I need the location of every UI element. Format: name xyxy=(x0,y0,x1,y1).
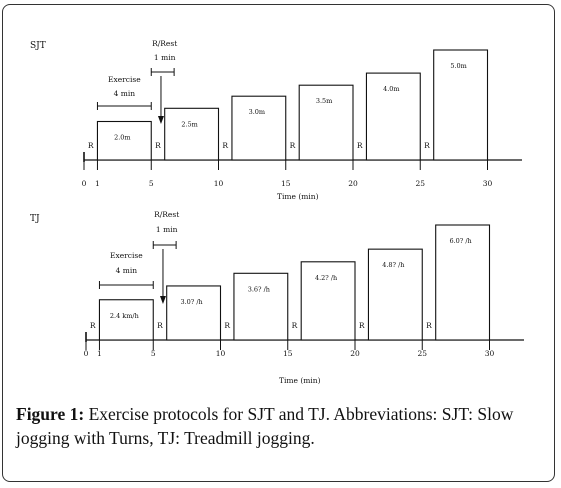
sjt-tick-label: 25 xyxy=(415,179,425,188)
tj-tick-label: 1 xyxy=(97,349,102,358)
tj-tick-label: 5 xyxy=(151,349,156,358)
sjt-tick-label: 30 xyxy=(483,179,493,188)
sjt-bar-label: 2.5m xyxy=(181,120,198,128)
tj-bar-label: 3.0? /h xyxy=(180,298,202,306)
caption-text: Exercise protocols for SJT and TJ. Abbre… xyxy=(16,404,514,448)
tj-tick-label: 10 xyxy=(216,349,226,358)
sjt-exercise-bar xyxy=(433,49,489,161)
sjt-bar-label: 3.0m xyxy=(249,108,266,116)
tj-bar-label: 4.2? /h xyxy=(315,274,337,282)
tj-exercise-label: Exercise xyxy=(110,251,143,260)
sjt-rest-marker: R xyxy=(357,141,363,150)
sjt-rest-marker: R xyxy=(222,141,228,150)
tj-exercise-bar xyxy=(166,285,222,341)
sjt-tick-label: 10 xyxy=(214,179,224,188)
tj-rest-marker: R xyxy=(426,321,432,330)
tj-rest-marker: R xyxy=(359,321,365,330)
tj-rest-duration-label: 1 min xyxy=(156,225,178,234)
tj-bar-label: 6.0? /h xyxy=(449,237,471,245)
tj-exercise-duration-label: 4 min xyxy=(116,266,138,275)
tj-rest-marker: R xyxy=(292,321,298,330)
tj-tick-label: 30 xyxy=(485,349,495,358)
sjt-rest-label: R/Rest xyxy=(152,39,177,48)
tj-bar-label: 3.6? /h xyxy=(248,285,270,293)
sjt-tick-label: 5 xyxy=(149,179,154,188)
tj-exercise-bar xyxy=(98,299,154,341)
sjt-rest-marker: R xyxy=(290,141,296,150)
sjt-axis-label: Time (min) xyxy=(277,192,319,201)
sjt-exercise-bar xyxy=(365,72,421,161)
sjt-bar-label: 2.0m xyxy=(114,134,131,142)
tj-tick-label: 25 xyxy=(417,349,427,358)
sjt-rest-marker: R xyxy=(155,141,161,150)
sjt-rest-duration-label: 1 min xyxy=(154,53,176,62)
tj-tick-label: 15 xyxy=(283,349,293,358)
sjt-exercise-bar xyxy=(96,120,152,161)
sjt-exercise-bar xyxy=(298,84,354,161)
tj-exercise-bar xyxy=(367,248,423,341)
tj-bar-label: 2.4 km/h xyxy=(110,312,139,320)
tj-tick-label: 20 xyxy=(350,349,360,358)
sjt-exercise-label: Exercise xyxy=(108,75,141,84)
sjt-bar-label: 3.5m xyxy=(316,97,333,105)
tj-rest-marker: R xyxy=(90,321,96,330)
sjt-panel-label: SJT xyxy=(30,41,46,51)
tj-rest-marker: R xyxy=(157,321,163,330)
sjt-exercise-bar xyxy=(164,107,220,161)
sjt-exercise-duration-label: 4 min xyxy=(114,89,136,98)
sjt-rest-marker: R xyxy=(424,141,430,150)
caption-lead: Figure 1: xyxy=(16,404,85,424)
tj-rest-marker: R xyxy=(224,321,230,330)
sjt-exercise-bar xyxy=(231,95,287,161)
sjt-tick-label: 15 xyxy=(281,179,291,188)
tj-rest-label: R/Rest xyxy=(154,210,179,219)
sjt-tick-label: 0 xyxy=(82,179,87,188)
sjt-bar-label: 5.0m xyxy=(450,62,467,70)
tj-tick-label: 0 xyxy=(84,349,89,358)
figure-caption: Figure 1: Exercise protocols for SJT and… xyxy=(16,402,546,450)
sjt-bar-label: 4.0m xyxy=(383,85,400,93)
tj-exercise-bar xyxy=(300,261,356,341)
tj-exercise-bar xyxy=(233,272,289,341)
sjt-tick-label: 20 xyxy=(348,179,358,188)
tj-panel-label: TJ xyxy=(30,214,40,224)
tj-bar-label: 4.8? /h xyxy=(382,261,404,269)
tj-exercise-bar xyxy=(435,224,491,341)
sjt-rest-arrow-head xyxy=(157,116,164,124)
sjt-tick-label: 1 xyxy=(95,179,100,188)
tj-axis-label: Time (min) xyxy=(279,376,321,385)
sjt-rest-marker: R xyxy=(88,141,94,150)
tj-rest-arrow-head xyxy=(159,296,166,304)
